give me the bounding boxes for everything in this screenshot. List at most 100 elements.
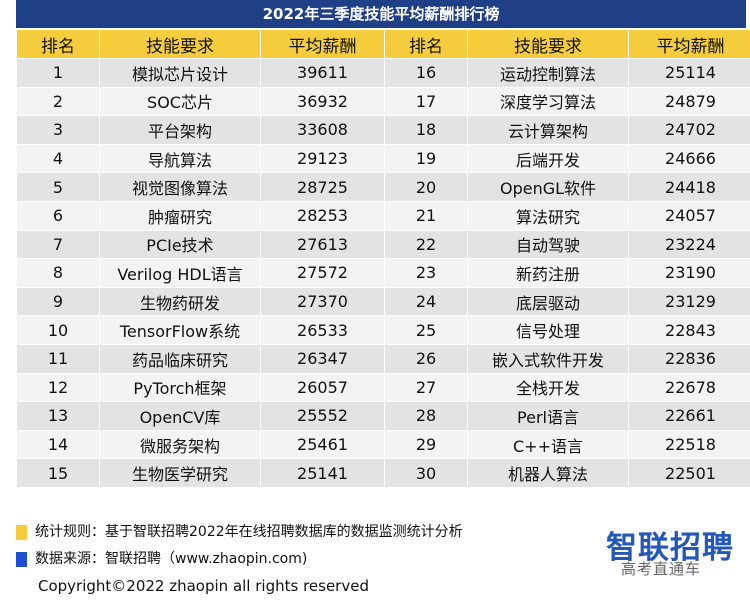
skill-cell: C++语言 bbox=[468, 430, 628, 459]
salary-cell: 24879 bbox=[629, 87, 750, 116]
rank-cell: 25 bbox=[385, 316, 467, 344]
skill-cell: 自动驾驶 bbox=[468, 230, 628, 259]
copyright-text: Copyright©2022 zhaopin all rights reserv… bbox=[38, 577, 369, 595]
source-note-text: 数据来源：智联招聘（www.zhaopin.com) bbox=[35, 551, 308, 567]
watermark: 高考直通车 bbox=[621, 560, 702, 578]
table-row: 9 生物药研发 27370 24 底层驱动 23129 bbox=[17, 287, 750, 316]
salary-cell: 27572 bbox=[261, 259, 384, 287]
salary-cell: 23129 bbox=[629, 287, 750, 316]
skill-cell: 底层驱动 bbox=[468, 287, 628, 316]
rank-cell: 24 bbox=[385, 287, 467, 316]
skill-cell: 新药注册 bbox=[468, 259, 628, 287]
salary-cell: 25114 bbox=[629, 59, 750, 87]
header-rank: 排名 bbox=[17, 30, 99, 58]
zhaopin-logo: 智联招聘 bbox=[606, 530, 734, 566]
salary-cell: 24418 bbox=[629, 173, 750, 201]
rank-cell: 28 bbox=[385, 402, 467, 430]
rank-cell: 10 bbox=[17, 316, 99, 344]
rank-cell: 7 bbox=[17, 230, 99, 259]
header-rank: 排名 bbox=[385, 30, 467, 58]
skill-cell: 模拟芯片设计 bbox=[100, 59, 260, 87]
salary-cell: 25141 bbox=[261, 459, 384, 487]
rank-cell: 14 bbox=[17, 430, 99, 459]
table-row: 15 生物医学研究 25141 30 机器人算法 22501 bbox=[17, 459, 750, 487]
skill-cell: OpenGL软件 bbox=[468, 173, 628, 201]
salary-cell: 24666 bbox=[629, 144, 750, 173]
table-row: 8 Verilog HDL语言 27572 23 新药注册 23190 bbox=[17, 259, 750, 287]
salary-cell: 25552 bbox=[261, 402, 384, 430]
salary-cell: 22843 bbox=[629, 316, 750, 344]
skill-cell: 后端开发 bbox=[468, 144, 628, 173]
salary-cell: 27613 bbox=[261, 230, 384, 259]
table-row: 1 模拟芯片设计 39611 16 运动控制算法 25114 bbox=[17, 59, 750, 87]
rank-cell: 12 bbox=[17, 373, 99, 402]
skill-cell: 平台架构 bbox=[100, 116, 260, 144]
rank-cell: 20 bbox=[385, 173, 467, 201]
yellow-square-icon bbox=[16, 524, 27, 540]
rank-cell: 8 bbox=[17, 259, 99, 287]
table-row: 11 药品临床研究 26347 26 嵌入式软件开发 22836 bbox=[17, 344, 750, 373]
salary-cell: 23190 bbox=[629, 259, 750, 287]
rank-cell: 27 bbox=[385, 373, 467, 402]
skill-cell: 视觉图像算法 bbox=[100, 173, 260, 201]
skill-cell: 生物药研发 bbox=[100, 287, 260, 316]
skill-cell: 药品临床研究 bbox=[100, 344, 260, 373]
rank-cell: 15 bbox=[17, 459, 99, 487]
salary-cell: 27370 bbox=[261, 287, 384, 316]
salary-cell: 39611 bbox=[261, 59, 384, 87]
blue-square-icon bbox=[16, 551, 27, 567]
table-body: 1 模拟芯片设计 39611 16 运动控制算法 25114 2 SOC芯片 36932 17 深度… bbox=[17, 59, 750, 487]
salary-cell: 22678 bbox=[629, 373, 750, 402]
rank-cell: 26 bbox=[385, 344, 467, 373]
rank-cell: 3 bbox=[17, 116, 99, 144]
skill-cell: 导航算法 bbox=[100, 144, 260, 173]
table-row: 14 微服务架构 25461 29 C++语言 22518 bbox=[17, 430, 750, 459]
table-row: 13 OpenCV库 25552 28 Perl语言 22661 bbox=[17, 402, 750, 430]
table-row: 6 肿瘤研究 28253 21 算法研究 24057 bbox=[17, 201, 750, 230]
salary-cell: 28253 bbox=[261, 201, 384, 230]
rank-cell: 19 bbox=[385, 144, 467, 173]
salary-cell: 22836 bbox=[629, 344, 750, 373]
salary-cell: 22518 bbox=[629, 430, 750, 459]
header-skill: 技能要求 bbox=[100, 30, 260, 58]
salary-cell: 24057 bbox=[629, 201, 750, 230]
skill-cell: 运动控制算法 bbox=[468, 59, 628, 87]
rank-cell: 21 bbox=[385, 201, 467, 230]
salary-cell: 22661 bbox=[629, 402, 750, 430]
skill-cell: 全栈开发 bbox=[468, 373, 628, 402]
header-salary: 平均薪酬 bbox=[629, 30, 750, 58]
rank-cell: 13 bbox=[17, 402, 99, 430]
salary-cell: 26533 bbox=[261, 316, 384, 344]
rule-note-text: 统计规则：基于智联招聘2022年在线招聘数据库的数据监测统计分析 bbox=[35, 524, 463, 540]
table-row: 10 TensorFlow系统 26533 25 信号处理 22843 bbox=[17, 316, 750, 344]
salary-cell: 36932 bbox=[261, 87, 384, 116]
skill-cell: 微服务架构 bbox=[100, 430, 260, 459]
salary-cell: 22501 bbox=[629, 459, 750, 487]
salary-cell: 25461 bbox=[261, 430, 384, 459]
table-row: 7 PCIe技术 27613 22 自动驾驶 23224 bbox=[17, 230, 750, 259]
salary-cell: 23224 bbox=[629, 230, 750, 259]
source-note: 数据来源：智联招聘（www.zhaopin.com) bbox=[16, 548, 307, 570]
rank-cell: 9 bbox=[17, 287, 99, 316]
rank-cell: 2 bbox=[17, 87, 99, 116]
table-row: 3 平台架构 33608 18 云计算架构 24702 bbox=[17, 116, 750, 144]
skill-cell: 云计算架构 bbox=[468, 116, 628, 144]
rank-cell: 23 bbox=[385, 259, 467, 287]
skill-cell: TensorFlow系统 bbox=[100, 316, 260, 344]
salary-cell: 26347 bbox=[261, 344, 384, 373]
skill-cell: 算法研究 bbox=[468, 201, 628, 230]
rank-cell: 5 bbox=[17, 173, 99, 201]
skill-cell: 信号处理 bbox=[468, 316, 628, 344]
skill-cell: 嵌入式软件开发 bbox=[468, 344, 628, 373]
ranking-table: 排名 技能要求 平均薪酬 排名 技能要求 平均薪酬 1 模拟芯片设计 39611 16… bbox=[16, 29, 750, 488]
table-header-row: 排名 技能要求 平均薪酬 排名 技能要求 平均薪酬 bbox=[17, 30, 750, 58]
rank-cell: 29 bbox=[385, 430, 467, 459]
skill-cell: 生物医学研究 bbox=[100, 459, 260, 487]
skill-cell: 深度学习算法 bbox=[468, 87, 628, 116]
rank-cell: 11 bbox=[17, 344, 99, 373]
header-salary: 平均薪酬 bbox=[261, 30, 384, 58]
skill-cell: OpenCV库 bbox=[100, 402, 260, 430]
skill-cell: 机器人算法 bbox=[468, 459, 628, 487]
salary-cell: 28725 bbox=[261, 173, 384, 201]
